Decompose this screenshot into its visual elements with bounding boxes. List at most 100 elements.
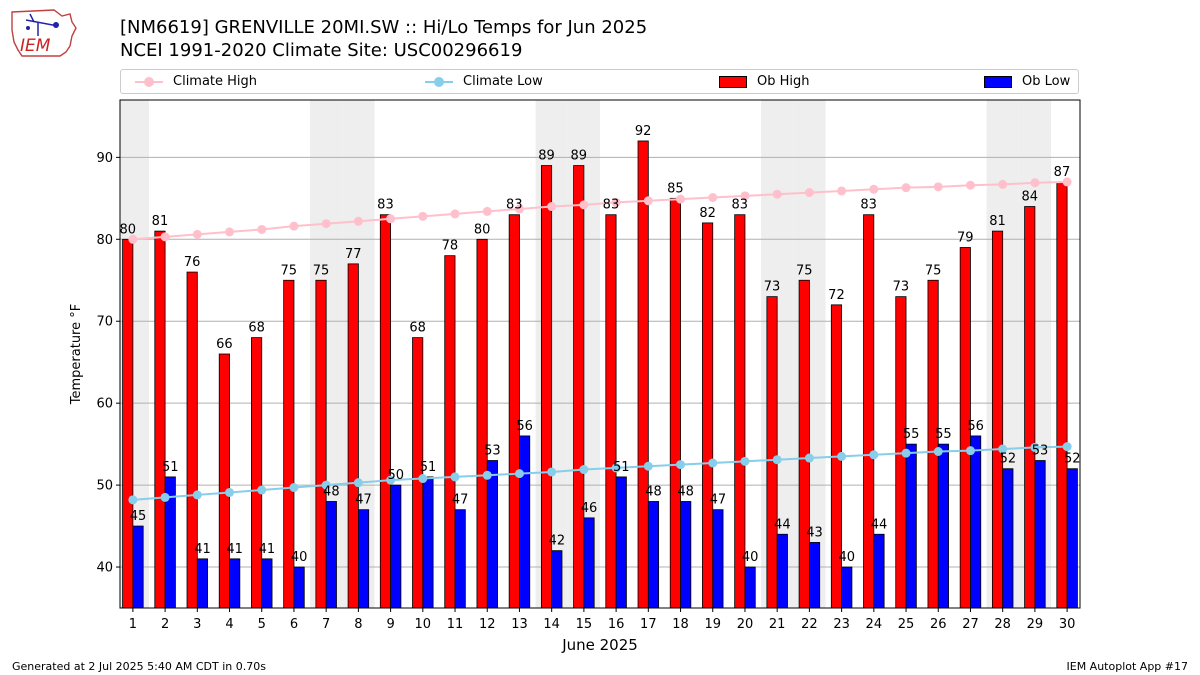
climate-high-point [676,194,686,204]
climate-high-point [772,189,782,199]
ob-low-bar [647,501,660,609]
ob-low-bar [357,509,370,609]
ob-low-bar [486,460,498,609]
x-tick-label: 13 [511,617,528,632]
x-tick-label: 18 [672,617,689,632]
legend-line-swatch [135,76,163,88]
ob-high-label: 83 [377,198,394,213]
ob-high-label: 79 [957,230,974,245]
x-tick-label: 8 [354,617,362,632]
x-tick-label: 17 [640,617,657,632]
ob-high-label: 84 [1021,190,1038,205]
ob-low-bar [841,566,853,609]
climate-low-point [386,475,396,485]
x-tick-label: 11 [447,617,464,632]
climate-low-point [901,448,911,458]
climate-high-point [901,183,911,193]
ob-high-bar [637,140,649,609]
ob-low-label: 52 [1000,452,1017,467]
climate-low-point [353,478,363,488]
climate-high-point [482,206,492,216]
ob-high-label: 82 [699,206,716,221]
climate-high-point [353,216,363,226]
ob-low-label: 45 [130,509,147,524]
ob-high-bar [927,279,939,609]
chart-title: [NM6619] GRENVILLE 20MI.SW :: Hi/Lo Temp… [120,17,648,38]
climate-low-point [482,470,492,480]
ob-low-bar [905,443,917,609]
climate-high-point [804,188,814,198]
x-tick-label: 9 [386,617,394,632]
ob-low-bar [970,435,982,609]
x-tick-label: 14 [543,617,560,632]
legend: Climate High Climate Low Ob High Ob Low [120,69,1079,94]
ob-high-bar [347,263,359,609]
ob-low-bar [937,443,949,609]
ob-high-label: 81 [989,214,1006,229]
climate-high-point [965,180,975,190]
ob-low-label: 44 [774,517,791,532]
x-tick-label: 6 [290,617,298,632]
ob-low-label: 47 [710,493,727,508]
ob-high-label: 87 [1054,165,1071,180]
ob-high-label: 76 [184,255,201,270]
climate-low-point [289,483,299,493]
ob-low-label: 56 [967,419,984,434]
ob-low-label: 43 [806,525,823,540]
climate-high-point [450,209,460,219]
ob-high-label: 73 [764,280,781,295]
legend-label: Ob High [757,74,810,89]
ob-high-label: 83 [603,198,620,213]
ob-low-label: 51 [613,460,630,475]
ob-low-bar [390,484,402,609]
x-tick-label: 27 [962,617,979,632]
climate-high-point [998,179,1008,189]
ob-low-bar [808,542,821,609]
x-tick-label: 22 [801,617,818,632]
climate-high-point [192,229,202,239]
ob-high-bar [476,238,488,609]
climate-low-point [869,450,879,460]
ob-high-label: 89 [570,149,587,164]
climate-high-point [257,224,267,234]
x-tick-label: 26 [930,617,947,632]
x-tick-label: 29 [1027,617,1044,632]
ob-low-label: 42 [549,534,566,549]
x-tick-label: 12 [479,617,496,632]
generated-note: Generated at 2 Jul 2025 5:40 AM CDT in 0… [12,660,266,673]
ob-low-label: 40 [742,550,759,565]
ob-low-label: 48 [323,484,340,499]
climate-low-point [1062,442,1072,452]
ob-low-label: 41 [259,542,276,557]
climate-high-point [386,214,396,224]
ob-high-bar [734,214,746,609]
ob-high-label: 85 [667,181,684,196]
ob-low-label: 52 [1064,452,1081,467]
ob-high-bar [315,279,327,609]
climate-low-point [321,480,331,490]
y-tick-label: 50 [96,479,113,494]
y-tick-label: 60 [96,397,113,412]
ob-low-bar [519,435,531,609]
climate-high-line [132,180,1068,241]
ob-high-label: 75 [796,263,813,278]
x-tick-label: 24 [866,617,883,632]
climate-high-point [321,219,331,229]
legend-bar-swatch [984,75,1012,88]
climate-high-point [418,211,428,221]
x-axis-label: June 2025 [561,636,638,654]
climate-low-point [708,458,718,468]
ob-high-bar [122,238,134,609]
ob-low-bar [744,566,756,609]
ob-high-label: 83 [860,198,877,213]
ob-low-bar [615,476,627,609]
ob-high-bar [766,296,778,609]
climate-low-point [772,455,782,465]
climate-low-point [643,461,653,471]
ob-low-label: 40 [838,550,855,565]
y-tick-label: 90 [96,151,113,166]
climate-high-point [1030,178,1040,188]
climate-high-point [933,182,943,192]
ob-high-bar [863,214,875,609]
ob-low-bar [1002,468,1014,609]
